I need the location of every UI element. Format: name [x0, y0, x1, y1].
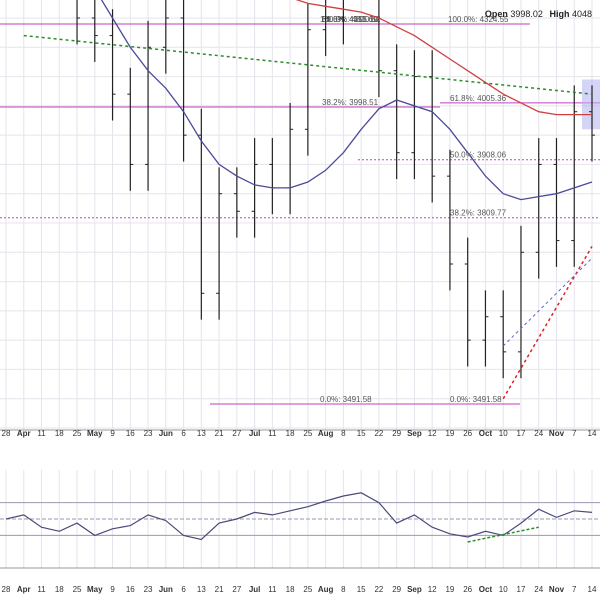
x-tick-label: Sep	[407, 585, 422, 594]
x-tick-label: 24	[534, 585, 543, 594]
x-tick-label: 11	[268, 429, 277, 438]
fib-label: 100.0%: 4810.52	[320, 15, 381, 24]
x-tick-label: 18	[286, 429, 295, 438]
x-tick-label: 22	[374, 429, 383, 438]
x-tick-label: 17	[517, 585, 526, 594]
open-label: Open	[484, 9, 508, 19]
x-tick-label: Jul	[249, 585, 261, 594]
fib-label: 100.0%: 4324.55	[448, 15, 509, 24]
x-tick-label: 7	[572, 585, 577, 594]
x-tick-label: Apr	[17, 429, 31, 438]
x-tick-label: 9	[110, 585, 115, 594]
fib-label: 0.0%: 3491.58	[320, 395, 372, 404]
x-tick-label: 15	[357, 585, 366, 594]
x-tick-label: 6	[181, 429, 186, 438]
x-tick-label: 11	[37, 585, 46, 594]
x-tick-label: 23	[144, 585, 153, 594]
open-value: 3998.02	[510, 9, 543, 19]
x-tick-label: 13	[197, 585, 206, 594]
downtrend-line	[23, 34, 593, 95]
x-tick-label: Oct	[479, 429, 493, 438]
x-tick-label: 29	[392, 429, 401, 438]
x-tick-label: 21	[215, 429, 224, 438]
x-tick-label: Aug	[318, 585, 334, 594]
x-tick-label: 10	[499, 429, 508, 438]
oscillator-line	[5, 492, 593, 541]
x-tick-label: 6	[181, 585, 186, 594]
fib-label: 38.2%: 3809.77	[450, 209, 507, 218]
x-tick-label: 12	[428, 429, 437, 438]
x-tick-label: May	[87, 585, 103, 594]
x-tick-label: 29	[392, 585, 401, 594]
fib-label: 61.8%: 4311.69	[322, 15, 378, 24]
x-tick-label: 25	[303, 585, 312, 594]
x-axis: 28 Apr 11 18 25 May 9 16 23 Jun 6 13 21 27 Jul 11 18 25 Au…	[2, 429, 597, 594]
high-label: High	[549, 9, 570, 19]
x-tick-label: 27	[232, 429, 241, 438]
fib-label: 61.8%: 4005.36	[450, 94, 507, 103]
x-tick-label: 18	[55, 429, 64, 438]
fib-label: 0.0%: 3491.58	[450, 395, 502, 404]
x-tick-label: 22	[374, 585, 383, 594]
fib-label: 50.0%: 4155.10	[322, 15, 379, 24]
x-tick-label: Jun	[159, 429, 173, 438]
x-tick-label: 14	[588, 429, 597, 438]
x-tick-label: Jun	[159, 585, 173, 594]
x-tick-label: 11	[268, 585, 277, 594]
x-tick-label: Nov	[549, 585, 565, 594]
x-tick-label: Oct	[479, 585, 493, 594]
x-tick-label: 17	[517, 429, 526, 438]
x-tick-label: 7	[572, 429, 577, 438]
high-value: 4048	[571, 9, 592, 19]
x-tick-label: 11	[37, 429, 46, 438]
resistance-box	[582, 79, 600, 130]
x-tick-label: 25	[303, 429, 312, 438]
x-tick-label: 24	[534, 429, 543, 438]
x-tick-label: 28	[2, 429, 11, 438]
x-tick-label: Apr	[17, 585, 31, 594]
fib-label: 38.2%: 3998.51	[322, 98, 379, 107]
x-tick-label: 8	[341, 429, 346, 438]
x-tick-label: 21	[215, 585, 224, 594]
support-line	[502, 257, 593, 347]
x-tick-label: 10	[499, 585, 508, 594]
x-tick-label: 27	[232, 585, 241, 594]
uptrend-line	[502, 246, 593, 400]
x-tick-label: 8	[341, 585, 346, 594]
x-tick-label: 25	[73, 429, 82, 438]
moving-average-long	[295, 0, 592, 116]
x-tick-label: 18	[286, 585, 295, 594]
x-tick-label: 9	[110, 429, 115, 438]
x-tick-label: 19	[445, 585, 454, 594]
x-tick-label: 18	[55, 585, 64, 594]
x-tick-label: 13	[197, 429, 206, 438]
x-tick-label: 16	[126, 585, 135, 594]
x-tick-label: Aug	[318, 429, 334, 438]
fib-label: 50.0%: 3908.06	[450, 151, 507, 160]
x-tick-label: 19	[445, 429, 454, 438]
x-tick-label: 28	[2, 585, 11, 594]
x-tick-label: Nov	[549, 429, 565, 438]
x-tick-label: May	[87, 429, 103, 438]
x-tick-label: 12	[428, 585, 437, 594]
ohlc-header: Open 3998.02 High 4048	[481, 9, 592, 19]
x-tick-label: 23	[144, 429, 153, 438]
x-tick-label: 15	[357, 429, 366, 438]
x-tick-label: 16	[126, 429, 135, 438]
moving-average-short	[100, 0, 593, 201]
x-tick-label: 26	[463, 429, 472, 438]
x-tick-label: Jul	[249, 429, 261, 438]
x-tick-label: 14	[588, 585, 597, 594]
oscillator-divergence-line	[467, 526, 539, 543]
ohlc-bars	[76, 0, 595, 379]
x-tick-label: 25	[73, 585, 82, 594]
x-tick-label: Sep	[407, 429, 422, 438]
x-tick-label: 26	[463, 585, 472, 594]
